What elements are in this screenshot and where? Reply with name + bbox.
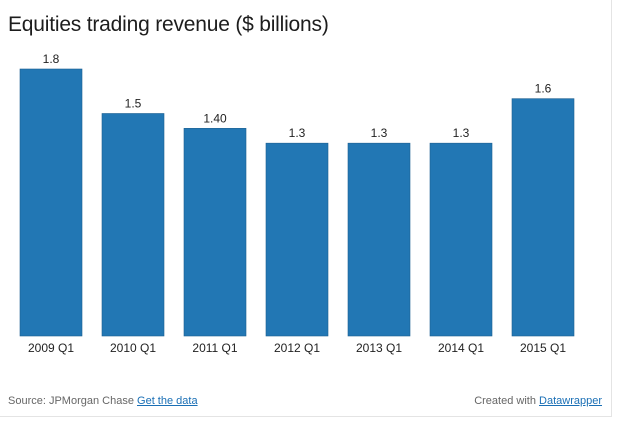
value-label: 1.5 [125,97,142,111]
value-label: 1.8 [43,52,60,66]
bar-2010-q1 [101,113,165,337]
x-tick-label: 2015 Q1 [520,341,566,355]
chart-title: Equities trading revenue ($ billions) [8,13,329,36]
bar-2014-q1 [429,142,493,337]
x-tick-label: 2010 Q1 [110,341,156,355]
source-text: Source: JPMorgan Chase [8,395,134,407]
x-tick-label: 2011 Q1 [192,341,237,355]
bar-2012-q1 [265,142,329,337]
datawrapper-link[interactable]: Datawrapper [539,395,602,407]
bar-2011-q1 [183,128,247,337]
source-line: Source: JPMorgan Chase Get the data [8,395,198,407]
created-with-text: Created with [474,395,536,407]
bar-2009-q1 [19,68,83,337]
bar-2015-q1 [511,98,575,337]
x-tick-label: 2009 Q1 [28,341,74,355]
value-label: 1.40 [203,111,227,125]
value-label: 1.3 [289,126,306,140]
credit-line: Created with Datawrapper [474,395,602,407]
x-tick-label: 2012 Q1 [274,341,320,355]
chart-frame [0,0,612,417]
value-label: 1.3 [453,126,470,140]
bar-2013-q1 [347,142,411,337]
x-tick-label: 2014 Q1 [438,341,484,355]
value-label: 1.3 [371,126,388,140]
x-tick-label: 2013 Q1 [356,341,402,355]
value-label: 1.6 [535,82,552,96]
get-data-link[interactable]: Get the data [137,395,198,407]
bar-chart: 1.8 2009 Q1 1.5 2010 Q1 1.40 2011 Q1 1.3 2012 Q… [19,52,575,355]
